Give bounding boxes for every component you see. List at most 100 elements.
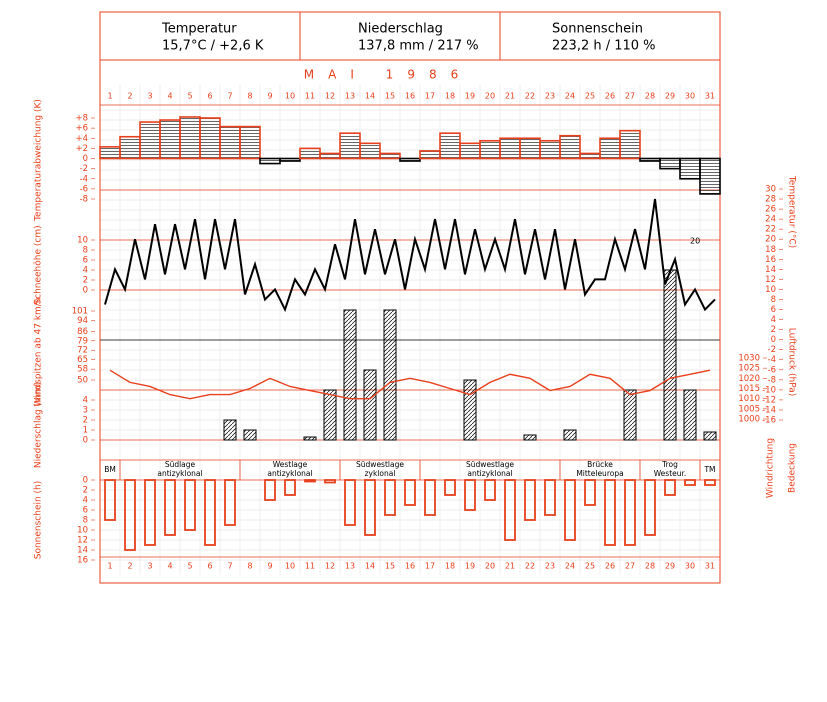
y-tick-label: 2	[771, 325, 776, 335]
precip-bar	[343, 309, 357, 441]
sunshine-bar	[324, 479, 336, 484]
day-label: 24	[565, 92, 575, 101]
sunshine-bar	[504, 479, 516, 541]
weather-type: Trog Westeur.	[654, 460, 687, 478]
weather-type: Brücke Mitteleuropa	[576, 460, 623, 478]
day-label: 25	[585, 92, 595, 101]
anomaly-bar	[159, 119, 181, 160]
day-label: 7	[227, 562, 232, 571]
weather-type: Südwestlage antizyklonal	[466, 460, 514, 478]
header-label: Sonnenschein	[552, 22, 643, 37]
anomaly-bar	[659, 157, 681, 170]
day-label: 5	[187, 92, 192, 101]
day-label: 14	[365, 562, 375, 571]
day-label: 26	[605, 92, 615, 101]
day-label: 27	[625, 92, 635, 101]
y-tick-label: 2	[83, 276, 88, 286]
y-tick-label: 86	[77, 327, 88, 337]
anomaly-bar	[119, 135, 141, 160]
pressure-line	[109, 369, 711, 400]
sunshine-bar	[204, 479, 216, 546]
precip-bar	[303, 436, 317, 441]
anomaly-bar	[99, 146, 121, 160]
precip-bar	[323, 389, 337, 441]
day-label: 29	[665, 92, 675, 101]
anomaly-bar	[179, 116, 201, 160]
y-tick-label: -8	[768, 375, 776, 385]
y-tick-label: 4	[83, 396, 88, 406]
sunshine-bar	[524, 479, 536, 521]
precip-bar	[683, 389, 697, 441]
y-tick-label: 16	[765, 255, 776, 265]
y-tick-label: 2	[83, 416, 88, 426]
y-tick-label: 10	[77, 236, 88, 246]
sunshine-bar	[544, 479, 556, 516]
y-tick-label: 72	[77, 346, 88, 356]
y-tick-label: 1	[83, 426, 88, 436]
precip-bar	[563, 429, 577, 441]
axis-title: Schneehöhe (cm)	[34, 225, 44, 304]
day-label: 22	[525, 92, 535, 101]
y-tick-label: 3	[83, 406, 88, 416]
y-tick-label: +2	[75, 144, 88, 154]
day-label: 15	[385, 92, 395, 101]
y-tick-label: -6	[768, 365, 776, 375]
precip-bar	[363, 369, 377, 441]
precip-bar	[623, 389, 637, 441]
y-tick-label: 4	[771, 315, 776, 325]
sunshine-bar	[644, 479, 656, 536]
day-label: 12	[325, 562, 335, 571]
axis-title: Windspitzen ab 47 km/h	[34, 298, 44, 407]
sunshine-bar	[284, 479, 296, 496]
y-tick-label: 1025	[738, 364, 760, 374]
sunshine-bar	[404, 479, 416, 506]
day-label: 13	[345, 562, 355, 571]
y-tick-label: -6	[80, 184, 88, 194]
sunshine-bar	[584, 479, 596, 506]
day-label: 20	[485, 92, 495, 101]
y-tick-label: 10	[77, 526, 88, 536]
anomaly-bar	[399, 157, 421, 162]
sunshine-bar	[104, 479, 116, 521]
y-tick-label: 10	[765, 285, 776, 295]
y-tick-label: 24	[765, 215, 776, 225]
anomaly-bar	[379, 152, 401, 160]
y-tick-label: 0	[83, 154, 88, 164]
day-label: 27	[625, 562, 635, 571]
anomaly-bar	[599, 137, 621, 160]
anomaly-bar	[319, 152, 341, 160]
temperature-line	[104, 198, 716, 313]
sunshine-bar	[624, 479, 636, 546]
precip-bar	[223, 419, 237, 441]
y-tick-label: 6	[771, 305, 776, 315]
precip-bar	[703, 431, 717, 441]
day-label: 6	[207, 562, 212, 571]
y-tick-label: 1020	[738, 374, 760, 384]
y-tick-label: 16	[77, 556, 88, 566]
header-value: 223,2 h / 110 %	[552, 39, 656, 54]
day-label: 3	[147, 92, 152, 101]
sunshine-bar	[464, 479, 476, 511]
day-label: 2	[127, 92, 132, 101]
y-tick-label: 6	[83, 506, 88, 516]
sunshine-bar	[604, 479, 616, 546]
header-label: Temperatur	[161, 22, 237, 37]
anomaly-bar	[559, 134, 581, 160]
day-label: 13	[345, 92, 355, 101]
y-tick-label: 1000	[738, 415, 760, 425]
day-label: 20	[485, 562, 495, 571]
y-tick-label: 28	[765, 195, 776, 205]
weather-type: BM	[104, 465, 116, 474]
sunshine-bar	[124, 479, 136, 551]
anomaly-bar	[679, 157, 701, 180]
sunshine-bar	[224, 479, 236, 526]
anomaly-bar	[419, 150, 441, 160]
y-tick-label: -14	[762, 405, 776, 415]
sunshine-bar	[184, 479, 196, 531]
sunshine-bar	[144, 479, 156, 546]
sunshine-bar	[424, 479, 436, 516]
y-tick-label: +8	[75, 114, 88, 124]
y-tick-label: 6	[83, 256, 88, 266]
sunshine-bar	[344, 479, 356, 526]
chart-title: MAI 1986	[304, 68, 472, 82]
